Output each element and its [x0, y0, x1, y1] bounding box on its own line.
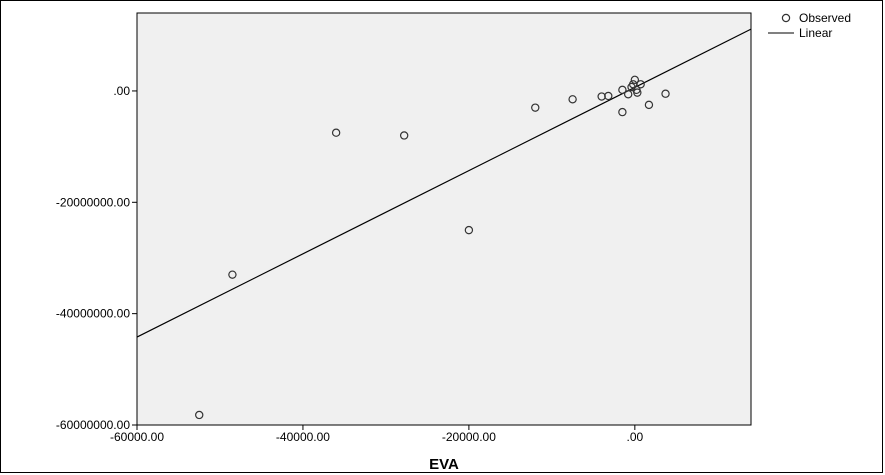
observed-point-18: [644, 100, 654, 110]
observed-point-11: [624, 90, 633, 99]
y-tick-label-1: -20000000.00: [56, 195, 130, 209]
observed-point-19: [661, 89, 670, 98]
x-axis-label: EVA: [429, 456, 459, 473]
regression-line: [136, 28, 752, 338]
plot-area: [136, 12, 752, 426]
y-tick-label-0: .00: [113, 84, 130, 98]
observed-point-3: [399, 131, 409, 140]
axes: -60000.00 -40000.00 -20000.00 .00 .00 -200000…: [56, 84, 644, 444]
y-tick-label-3: -60000000.00: [56, 418, 130, 432]
observed-point-4: [464, 225, 474, 235]
legend-observed-label: Observed: [799, 11, 851, 25]
observed-point-17: [636, 80, 645, 89]
legend-observed-marker: [781, 13, 791, 23]
observed-point-14: [630, 75, 640, 85]
observed-point-10: [618, 85, 627, 95]
observed-point-1: [228, 270, 237, 279]
x-tick-label-0: -60000.00: [110, 430, 164, 444]
observed-point-9: [618, 107, 627, 117]
regression-line-layer: [136, 28, 752, 338]
observed-point-16: [633, 88, 642, 97]
observed-points-layer: [195, 75, 670, 420]
observed-point-2: [331, 128, 341, 137]
observed-point-5: [531, 103, 540, 112]
legend: Observed Linear: [768, 11, 851, 40]
legend-linear-label: Linear: [799, 26, 832, 40]
x-tick-label-1: -40000.00: [276, 430, 330, 444]
observed-point-0: [195, 410, 204, 420]
observed-point-8: [604, 91, 613, 101]
x-tick-label-2: -20000.00: [442, 430, 496, 444]
y-tick-label-2: -40000000.00: [56, 307, 130, 321]
x-tick-label-3: .00: [626, 430, 643, 444]
observed-point-6: [568, 95, 577, 104]
